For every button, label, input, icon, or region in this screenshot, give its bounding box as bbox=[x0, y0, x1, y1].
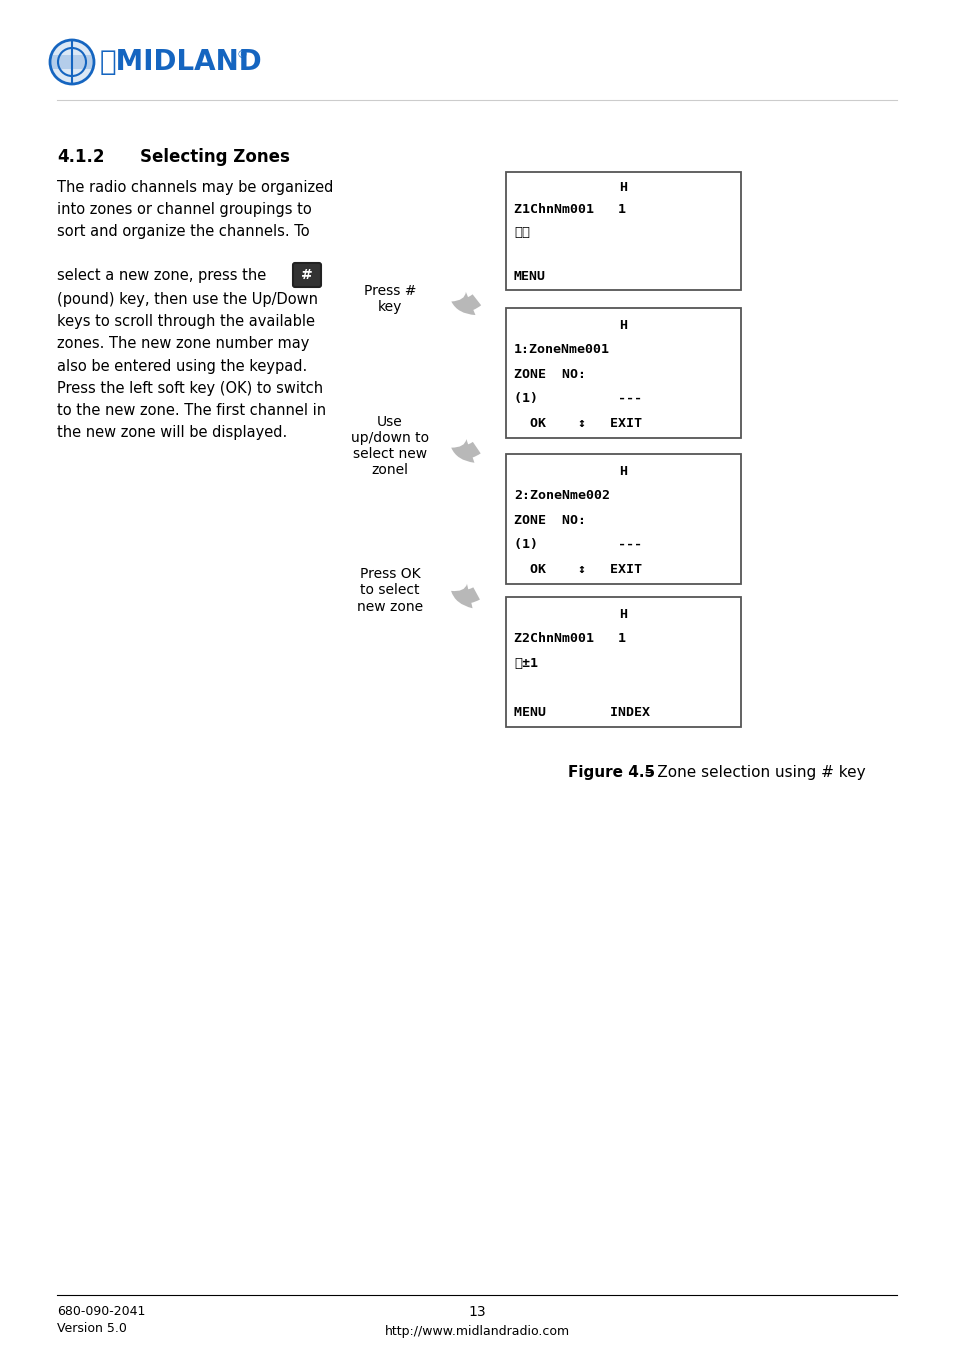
Text: ⓂMIDLAND: ⓂMIDLAND bbox=[100, 49, 262, 76]
Text: #: # bbox=[301, 268, 313, 283]
FancyArrowPatch shape bbox=[451, 439, 480, 462]
Text: H: H bbox=[618, 181, 627, 195]
Text: ZONE  NO:: ZONE NO: bbox=[514, 368, 585, 381]
Text: Z2ChnNm001   1: Z2ChnNm001 1 bbox=[514, 633, 625, 645]
Text: H: H bbox=[618, 607, 627, 621]
Text: ZONE  NO:: ZONE NO: bbox=[514, 514, 585, 527]
Text: MENU: MENU bbox=[514, 270, 545, 283]
Text: The radio channels may be organized
into zones or channel groupings to
sort and : The radio channels may be organized into… bbox=[57, 180, 333, 239]
Text: (pound) key, then use the Up/Down
keys to scroll through the available
zones. Th: (pound) key, then use the Up/Down keys t… bbox=[57, 292, 326, 441]
Text: マ±1: マ±1 bbox=[514, 657, 537, 669]
Text: Press OK
to select
new zone: Press OK to select new zone bbox=[356, 568, 422, 614]
Text: Z1ChnNm001   1: Z1ChnNm001 1 bbox=[514, 203, 625, 216]
FancyBboxPatch shape bbox=[505, 454, 740, 584]
Circle shape bbox=[50, 41, 94, 84]
Text: MENU        INDEX: MENU INDEX bbox=[514, 706, 649, 719]
Text: OK    ↕   EXIT: OK ↕ EXIT bbox=[514, 562, 641, 576]
Text: 4.1.2: 4.1.2 bbox=[57, 147, 105, 166]
Text: H: H bbox=[618, 319, 627, 331]
Text: H: H bbox=[618, 465, 627, 477]
FancyBboxPatch shape bbox=[293, 264, 320, 287]
FancyBboxPatch shape bbox=[50, 55, 94, 69]
Text: http://www.midlandradio.com: http://www.midlandradio.com bbox=[384, 1325, 569, 1338]
Text: Press #
key: Press # key bbox=[363, 284, 416, 314]
Text: 2:ZoneNme002: 2:ZoneNme002 bbox=[514, 489, 609, 502]
FancyBboxPatch shape bbox=[505, 598, 740, 727]
Text: (1)          ---: (1) --- bbox=[514, 392, 641, 406]
Text: – Zone selection using # key: – Zone selection using # key bbox=[639, 765, 865, 780]
Text: 13: 13 bbox=[468, 1305, 485, 1320]
Text: Version 5.0: Version 5.0 bbox=[57, 1322, 127, 1334]
FancyArrowPatch shape bbox=[451, 292, 480, 315]
Text: Selecting Zones: Selecting Zones bbox=[140, 147, 290, 166]
FancyBboxPatch shape bbox=[505, 308, 740, 438]
Text: 680-090-2041: 680-090-2041 bbox=[57, 1305, 145, 1318]
FancyArrowPatch shape bbox=[451, 584, 479, 608]
Text: マ〜: マ〜 bbox=[514, 226, 530, 238]
Text: 1:ZoneNme001: 1:ZoneNme001 bbox=[514, 343, 609, 356]
FancyBboxPatch shape bbox=[505, 172, 740, 289]
Text: (1)          ---: (1) --- bbox=[514, 538, 641, 552]
Text: ®: ® bbox=[236, 50, 248, 59]
Text: Figure 4.5: Figure 4.5 bbox=[568, 765, 655, 780]
Text: OK    ↕   EXIT: OK ↕ EXIT bbox=[514, 416, 641, 430]
Text: select a new zone, press the: select a new zone, press the bbox=[57, 268, 266, 283]
Text: Use
up/down to
select new
zonel: Use up/down to select new zonel bbox=[351, 415, 429, 477]
